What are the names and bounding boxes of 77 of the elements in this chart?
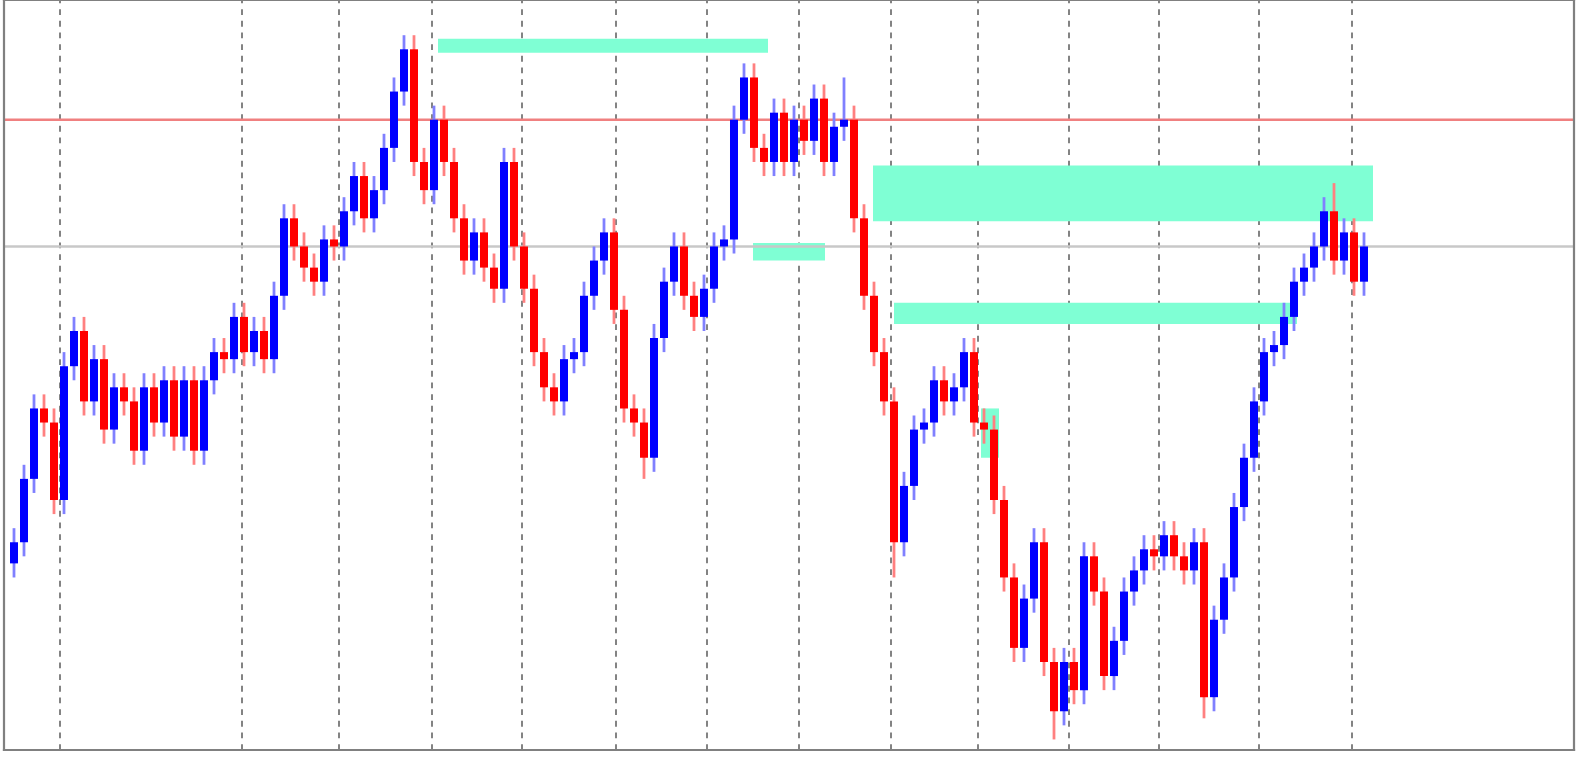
- candlestick: [460, 202, 468, 277]
- candlestick: [760, 132, 768, 178]
- candlestick: [1360, 231, 1368, 298]
- candlestick: [470, 216, 478, 277]
- candlestick: [90, 343, 98, 417]
- candlestick: [630, 392, 638, 439]
- candlestick: [380, 132, 388, 206]
- candlestick: [1320, 195, 1328, 262]
- candlestick: [570, 336, 578, 375]
- candlestick: [1140, 533, 1148, 586]
- candlestick: [600, 216, 608, 277]
- candlestick: [1190, 526, 1198, 586]
- candlestick: [1090, 540, 1098, 608]
- candlestick: [10, 526, 18, 579]
- candlestick: [210, 336, 218, 396]
- candlestick: [800, 104, 808, 157]
- candlestick: [160, 364, 168, 439]
- candlestick: [490, 252, 498, 305]
- candlestick: [740, 61, 748, 136]
- candlestick: [1270, 329, 1278, 368]
- candlestick: [940, 364, 948, 417]
- candlestick: [70, 315, 78, 382]
- candlestick: [550, 371, 558, 417]
- candlestick: [310, 252, 318, 298]
- candlestick: [480, 216, 488, 284]
- candlestick: [440, 104, 448, 178]
- candlestick: [1180, 540, 1188, 586]
- candlestick: [930, 364, 938, 439]
- candlestick: [330, 223, 338, 262]
- candlestick: [220, 336, 228, 375]
- candlestick: [1160, 519, 1168, 572]
- candlestick: [350, 160, 358, 227]
- candlestick: [700, 273, 708, 333]
- candlestick: [150, 371, 158, 439]
- candlestick: [110, 371, 118, 446]
- candlestick: [560, 343, 568, 417]
- candlestick: [540, 336, 548, 403]
- candlestick: [240, 301, 248, 368]
- candlestick: [590, 245, 598, 312]
- candlestick: [980, 407, 988, 446]
- candlestick: [920, 407, 928, 446]
- candlestick: [790, 104, 798, 178]
- candlestick: [670, 231, 678, 298]
- candlestick: [640, 407, 648, 481]
- candlestick: [400, 33, 408, 108]
- candlestick: [1110, 625, 1118, 692]
- candlestick: [710, 231, 718, 305]
- candlestick: [1150, 533, 1158, 572]
- candlestick: [370, 174, 378, 234]
- candlestick: [260, 315, 268, 375]
- candlestick: [300, 231, 308, 284]
- candlestick: [320, 223, 328, 298]
- candlestick: [1220, 561, 1228, 636]
- candlestick: [120, 371, 128, 417]
- candlestick: [1130, 554, 1138, 608]
- candlestick: [1070, 646, 1078, 706]
- candlestick: [690, 280, 698, 333]
- candlestick: [250, 315, 258, 368]
- candlestick: [830, 111, 838, 178]
- candlestick: [230, 301, 238, 375]
- candlestick: [40, 392, 48, 439]
- candlestick: [340, 195, 348, 262]
- candlestick: [520, 231, 528, 305]
- candlestick: [1310, 231, 1318, 284]
- candlestick: [950, 371, 958, 417]
- candlestick: [360, 160, 368, 234]
- candlestick: [1300, 252, 1308, 298]
- candlestick: [840, 76, 848, 143]
- candlestick: [720, 223, 728, 262]
- candlestick: [1280, 301, 1288, 361]
- candlestick: [420, 146, 428, 206]
- candlestick: [1340, 216, 1348, 277]
- candlestick: [290, 202, 298, 262]
- candlestick: [960, 336, 968, 403]
- candlestick: [1290, 266, 1298, 333]
- candlestick: [810, 83, 818, 157]
- candlestick: [1170, 519, 1178, 572]
